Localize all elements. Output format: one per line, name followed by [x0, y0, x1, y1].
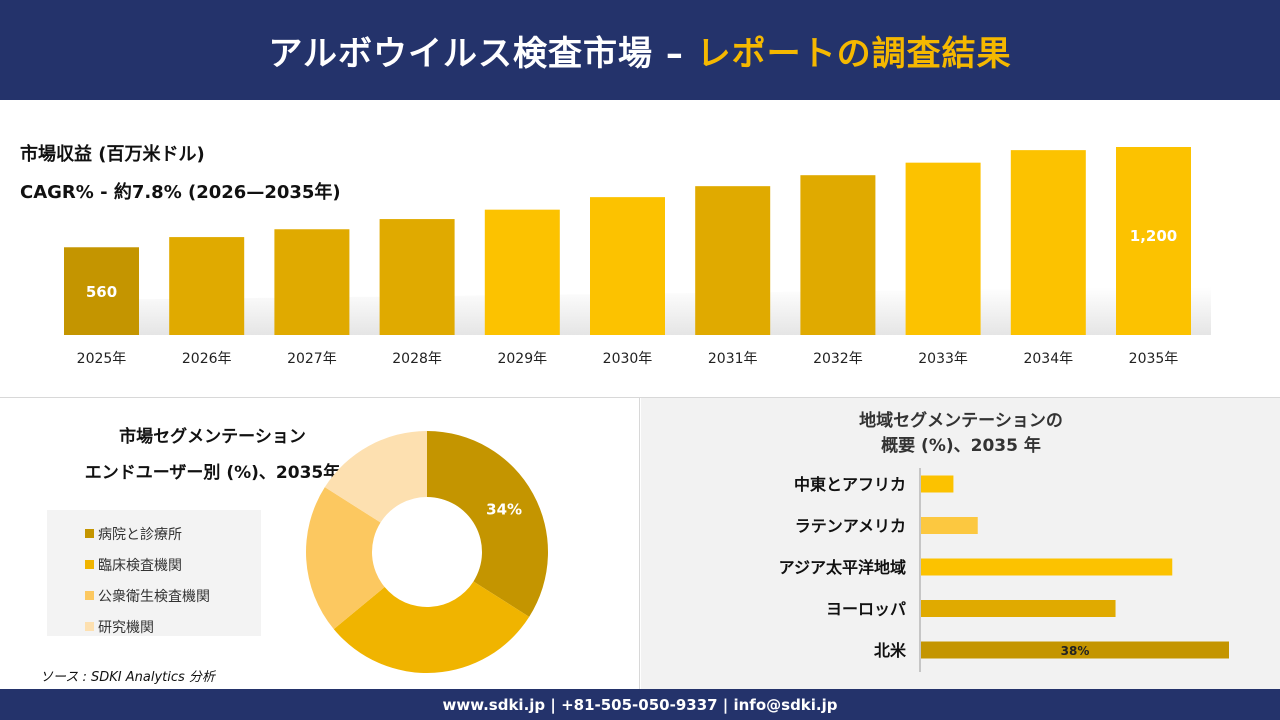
revenue-bar [484, 209, 560, 335]
title-main: アルボウイルス検査市場 – [268, 33, 684, 74]
x-tick-label: 2026年 [182, 351, 232, 367]
region-bar [921, 600, 1116, 617]
enduser-segment-panel: 市場セグメンテーション エンドユーザー別 (%)、2035年 病院と診療所 臨床検… [0, 398, 640, 689]
legend-label: 研究機関 [98, 619, 154, 636]
revenue-bar [379, 219, 455, 335]
x-tick-label: 2029年 [497, 351, 547, 367]
region-title-line2: 概要 (%)、2035 年 [881, 436, 1041, 456]
x-tick-label: 2031年 [708, 351, 758, 367]
legend-swatch [85, 622, 94, 631]
region-bar [921, 517, 978, 534]
y-tick-label: ヨーロッパ [826, 600, 906, 619]
donut-slice [306, 487, 385, 630]
legend-swatch [85, 529, 94, 538]
y-tick-label: アジア太平洋地域 [779, 558, 906, 577]
region-bar [921, 558, 1173, 576]
segment-title-line1: 市場セグメンテーション [119, 427, 306, 447]
region-segment-panel: 中東とアフリカ ラテンアメリカアジア太平洋地域ヨーロッパ北米 38% 地域セグメンテ… [641, 398, 1280, 689]
footer-contact: www.sdki.jp | +81-505-050-9337 | info@sd… [442, 695, 838, 714]
x-tick-label: 2032年 [813, 351, 863, 367]
source-note: ソース : SDKI Analytics 分析 [40, 670, 215, 685]
legend-label: 臨床検査機関 [98, 557, 182, 574]
x-tick-label: 2027年 [287, 351, 337, 367]
donut-slice [324, 431, 427, 523]
revenue-label: 市場収益 (百万米ドル) [20, 144, 205, 165]
x-tick-label: 2028年 [392, 351, 442, 367]
region-bar [921, 641, 1229, 659]
legend-item: 研究機関 [85, 611, 261, 642]
page-title: アルボウイルス検査市場 – レポートの調査結果 [268, 26, 1011, 75]
header-banner: アルボウイルス検査市場 – レポートの調査結果 [0, 0, 1280, 100]
revenue-bar [1010, 150, 1086, 335]
y-tick-label: 中東とアフリカ [794, 475, 906, 494]
legend-swatch [85, 591, 94, 600]
enduser-donut-chart: 34% [306, 431, 548, 673]
donut-slice [427, 431, 548, 617]
revenue-bar [800, 175, 876, 335]
legend-item: 公衆衛生検査機関 [85, 580, 261, 611]
revenue-bar [1116, 147, 1191, 335]
footer-bar: www.sdki.jp | +81-505-050-9337 | info@sd… [0, 689, 1280, 720]
legend-label: 公衆衛生検査機関 [98, 588, 210, 605]
donut-data-label: 34% [486, 501, 522, 519]
region-title-line1: 地域セグメンテーションの [859, 411, 1063, 431]
bar-data-label: 1,200 [1130, 227, 1177, 245]
donut-legend: 病院と診療所 臨床検査機関公衆衛生検査機関 研究機関 [47, 510, 261, 636]
legend-item: 病院と診療所 [85, 518, 261, 549]
legend-item: 臨床検査機関 [85, 549, 261, 580]
x-tick-label: 2033年 [918, 351, 968, 367]
x-tick-label: 2035年 [1129, 351, 1179, 367]
cagr-label: CAGR% - 約7.8% (2026—2035年) [20, 182, 341, 203]
revenue-bar-chart: 2025年 560 2026年 2027年 2028年 2029年 2030年 2031年 20… [64, 147, 1211, 367]
revenue-panel: 2025年 560 2026年 2027年 2028年 2029年 2030年 2031年 20… [0, 100, 1280, 398]
revenue-bar [905, 162, 981, 335]
revenue-bar [274, 229, 350, 335]
y-tick-label: 北米 [874, 641, 907, 660]
legend-swatch [85, 560, 94, 569]
bar-data-label: 560 [86, 283, 117, 301]
x-tick-label: 2030年 [603, 351, 653, 367]
revenue-bar [64, 247, 139, 335]
title-accent: レポートの調査結果 [696, 33, 1012, 74]
y-tick-label: ラテンアメリカ [795, 517, 906, 536]
donut-slice [333, 581, 530, 673]
revenue-bar [695, 186, 771, 335]
segment-title-line2: エンドユーザー別 (%)、2035年 [84, 463, 341, 483]
x-tick-label: 2025年 [77, 351, 127, 367]
revenue-bar [169, 237, 245, 335]
legend-label: 病院と診療所 [98, 526, 182, 543]
revenue-bar [590, 197, 665, 335]
region-bar [921, 475, 954, 493]
bar-data-label: 38% [1061, 644, 1090, 658]
x-tick-label: 2034年 [1023, 351, 1073, 367]
